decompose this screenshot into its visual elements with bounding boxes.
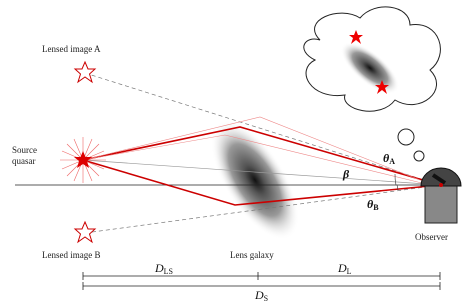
text: A bbox=[389, 157, 395, 166]
angle-label: θA bbox=[383, 151, 395, 166]
text: L bbox=[347, 267, 352, 276]
text: D bbox=[337, 261, 347, 275]
distance-label: DL bbox=[337, 261, 352, 276]
distance-label: DS bbox=[254, 288, 268, 303]
text: D bbox=[254, 288, 264, 302]
text: D bbox=[154, 261, 164, 275]
lensing-diagram: Lensed image A Lensed image B Source qua… bbox=[0, 0, 470, 303]
thought-bubble bbox=[304, 7, 441, 161]
angle-label: θB bbox=[367, 197, 379, 212]
label: Lensed image A bbox=[42, 44, 101, 54]
angle-label: β bbox=[342, 167, 350, 181]
label: Observer bbox=[415, 232, 448, 242]
image-a-star bbox=[75, 62, 95, 82]
image-b-star bbox=[75, 222, 95, 242]
label: Lensed image B bbox=[42, 250, 100, 260]
distance-label: DLS bbox=[154, 261, 173, 276]
label: quasar bbox=[12, 156, 36, 166]
text: S bbox=[264, 294, 268, 303]
text: LS bbox=[164, 267, 173, 276]
label: Source bbox=[12, 145, 37, 155]
text: B bbox=[373, 203, 379, 212]
observer-icon bbox=[421, 168, 461, 223]
label: Lens galaxy bbox=[230, 250, 274, 260]
